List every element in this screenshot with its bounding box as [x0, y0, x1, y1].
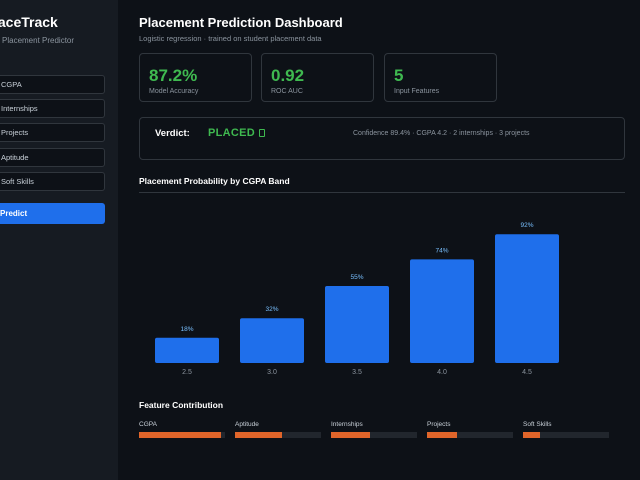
feature-bar-fill [331, 432, 370, 438]
metric-value: 5 [394, 66, 404, 85]
metric-label: Model Accuracy [149, 88, 199, 95]
feature-name: Aptitude [235, 421, 259, 428]
feature-bar-track [139, 432, 225, 438]
x-tick-label: 4.0 [437, 369, 447, 376]
bar-3.0 [240, 318, 304, 363]
feature-bar-fill [523, 432, 541, 438]
feature-contribution-internships: Internships [331, 421, 417, 438]
cgpa-field[interactable]: CGPA [0, 75, 105, 94]
metric-label: Input Features [394, 88, 440, 95]
feature-bar-fill [427, 432, 458, 438]
bar-3.5 [325, 286, 389, 363]
verdict-panel: Verdict: PLACED Confidence 89.4% · CGPA … [139, 117, 625, 160]
bar-value-label: 55% [350, 274, 363, 281]
verdict-label: Verdict: [155, 128, 190, 139]
feature-name: Soft Skills [523, 421, 552, 428]
predict-button[interactable]: Predict [0, 203, 105, 224]
bar-value-label: 32% [265, 306, 278, 313]
page-subtitle: Logistic regression · trained on student… [139, 34, 322, 43]
bar-4.5 [495, 234, 559, 363]
brand-subtitle: Placement Predictor [2, 36, 75, 45]
feature-contribution-aptitude: Aptitude [235, 421, 321, 438]
verdict-badge-icon [259, 129, 265, 137]
feature-bar-fill [235, 432, 283, 438]
metric-card-features: 5 Input Features [384, 53, 497, 102]
bar-value-label: 18% [180, 326, 193, 333]
metric-label: ROC AUC [271, 88, 303, 95]
feature-name: Projects [427, 421, 451, 428]
projects-field[interactable]: Projects [0, 123, 105, 142]
chart-section-title: Placement Probability by CGPA Band [139, 176, 290, 186]
metric-card-roc-auc: 0.92 ROC AUC [261, 53, 374, 102]
x-tick-label: 4.5 [522, 369, 532, 376]
feature-name: Internships [331, 421, 363, 428]
feature-bar-track [235, 432, 321, 438]
feature-bar-track [427, 432, 513, 438]
verdict-value: PLACED [208, 127, 256, 139]
x-tick-label: 3.5 [352, 369, 362, 376]
sidebar: laceTrack Placement Predictor CGPA Inter… [0, 0, 118, 480]
bar-2.5 [155, 337, 219, 363]
soft-skills-field[interactable]: Soft Skills [0, 172, 105, 191]
metric-card-accuracy: 87.2% Model Accuracy [139, 53, 252, 102]
feature-bar-track [331, 432, 417, 438]
feature-bar-fill [139, 432, 221, 438]
verdict-detail: Confidence 89.4% · CGPA 4.2 · 2 internsh… [353, 130, 530, 137]
feature-contribution-projects: Projects [427, 421, 513, 438]
feature-section-title: Feature Contribution [139, 400, 224, 410]
metric-value: 87.2% [149, 66, 198, 85]
feature-name: CGPA [139, 421, 157, 428]
x-tick-label: 2.5 [182, 369, 192, 376]
brand-name: laceTrack [0, 14, 58, 30]
main-content: Placement Prediction Dashboard Logistic … [139, 0, 629, 480]
feature-contribution-soft-skills: Soft Skills [523, 421, 609, 438]
section-divider [139, 192, 625, 193]
bar-value-label: 92% [520, 222, 533, 229]
feature-contribution-cgpa: CGPA [139, 421, 225, 438]
internships-field[interactable]: Internships [0, 99, 105, 118]
feature-bar-track [523, 432, 609, 438]
probability-bar-chart: 18% 2.5 32% 3.0 55% 3.5 74% 4.0 92% 4.5 [155, 222, 559, 376]
page-title: Placement Prediction Dashboard [139, 15, 343, 30]
bar-4.0 [410, 259, 474, 363]
aptitude-field[interactable]: Aptitude [0, 148, 105, 167]
x-tick-label: 3.0 [267, 369, 277, 376]
metric-value: 0.92 [271, 66, 305, 85]
bar-value-label: 74% [435, 247, 448, 254]
